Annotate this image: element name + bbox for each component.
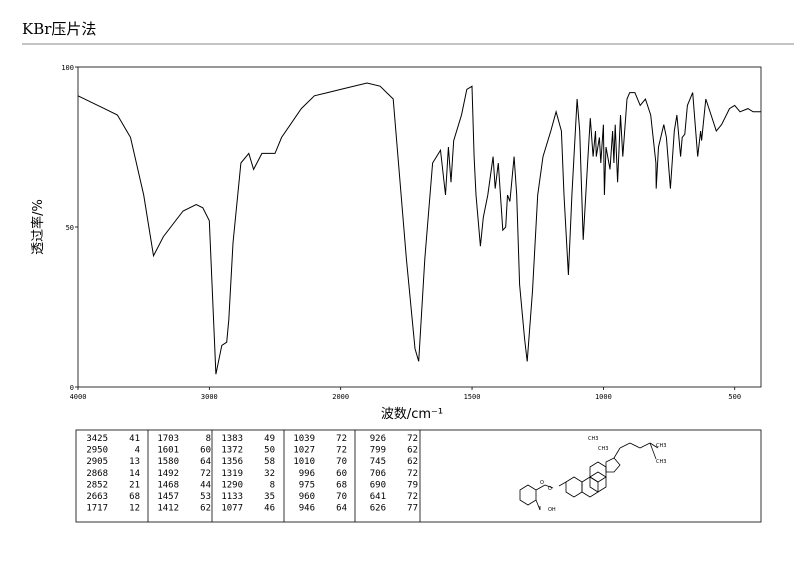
peak-transmittance: 32 (264, 469, 275, 479)
peak-transmittance: 62 (200, 504, 211, 514)
peak-transmittance: 21 (129, 480, 140, 490)
structure-label: CH3 (656, 443, 666, 449)
structure-label: OH (548, 507, 556, 513)
peak-wavenumber: 1372 (221, 446, 243, 456)
spectrum-line (77, 82, 761, 375)
peak-wavenumber: 626 (370, 504, 386, 514)
structure-label: CH3 (656, 459, 666, 465)
peak-transmittance: 49 (264, 434, 275, 444)
y-tick-label: 50 (66, 224, 74, 232)
peak-transmittance: 72 (200, 469, 211, 479)
peak-transmittance: 68 (129, 492, 140, 502)
peak-transmittance: 12 (129, 504, 140, 514)
peak-transmittance: 58 (264, 457, 275, 467)
peak-transmittance: 60 (200, 446, 211, 456)
peak-wavenumber: 960 (299, 492, 315, 502)
peak-transmittance: 64 (200, 457, 211, 467)
peak-transmittance: 64 (336, 504, 347, 514)
peak-transmittance: 41 (129, 434, 140, 444)
table-dividers (147, 430, 421, 522)
structure-label: CH3 (588, 436, 598, 442)
peak-wavenumber: 690 (370, 480, 386, 490)
peak-wavenumber: 2905 (86, 457, 108, 467)
x-tick-label: 1000 (595, 393, 612, 401)
peak-wavenumber: 1468 (157, 480, 179, 490)
peak-wavenumber: 975 (299, 480, 315, 490)
peak-transmittance: 60 (336, 469, 347, 479)
peak-wavenumber: 1039 (293, 434, 315, 444)
x-tick-label: 4000 (70, 393, 87, 401)
peak-transmittance: 8 (206, 434, 211, 444)
peak-wavenumber: 1717 (86, 504, 108, 514)
x-tick-label: 500 (728, 393, 741, 401)
peak-wavenumber: 706 (370, 469, 386, 479)
peak-transmittance: 72 (407, 434, 418, 444)
peak-wavenumber: 1580 (157, 457, 179, 467)
peak-transmittance: 77 (407, 504, 418, 514)
peak-wavenumber: 1319 (221, 469, 243, 479)
peak-wavenumber: 1077 (221, 504, 243, 514)
peak-wavenumber: 745 (370, 457, 386, 467)
peak-wavenumber: 946 (299, 504, 315, 514)
peak-wavenumber: 799 (370, 446, 386, 456)
peak-transmittance: 62 (407, 457, 418, 467)
peak-wavenumber: 1356 (221, 457, 243, 467)
y-tick-label: 0 (70, 384, 74, 392)
plot-frame (77, 66, 762, 388)
peak-transmittance: 4 (135, 446, 140, 456)
peak-wavenumber: 1383 (221, 434, 243, 444)
x-tick-label: 3000 (201, 393, 218, 401)
peak-wavenumber: 926 (370, 434, 386, 444)
peak-transmittance: 72 (407, 469, 418, 479)
peak-transmittance: 70 (336, 457, 347, 467)
structure-label: O (540, 480, 544, 486)
x-tick-label: 2000 (332, 393, 349, 401)
peak-wavenumber: 2852 (86, 480, 108, 490)
peak-transmittance: 50 (264, 446, 275, 456)
peak-transmittance: 72 (336, 446, 347, 456)
peak-transmittance: 13 (129, 457, 140, 467)
page-title: KBr压片法 (22, 20, 96, 38)
peak-transmittance: 14 (129, 469, 140, 479)
peak-wavenumber: 641 (370, 492, 386, 502)
peak-wavenumber: 1457 (157, 492, 179, 502)
peak-transmittance: 46 (264, 504, 275, 514)
peak-wavenumber: 1412 (157, 504, 179, 514)
structure-label: CH3 (598, 446, 608, 452)
peak-wavenumber: 1492 (157, 469, 179, 479)
peak-transmittance: 72 (336, 434, 347, 444)
x-tick-label: 1500 (464, 393, 481, 401)
structure-drawing (519, 442, 659, 511)
peak-wavenumber: 1133 (221, 492, 243, 502)
peak-transmittance: 35 (264, 492, 275, 502)
peak-transmittance: 68 (336, 480, 347, 490)
peak-wavenumber: 2663 (86, 492, 108, 502)
x-axis-label: 波数/cm⁻¹ (381, 407, 443, 422)
peak-wavenumber: 1290 (221, 480, 243, 490)
y-tick-label: 100 (61, 64, 74, 72)
peak-wavenumber: 1027 (293, 446, 315, 456)
peak-wavenumber: 1601 (157, 446, 179, 456)
peak-transmittance: 72 (407, 492, 418, 502)
peak-wavenumber: 3425 (86, 434, 108, 444)
peak-wavenumber: 1703 (157, 434, 179, 444)
peak-transmittance: 53 (200, 492, 211, 502)
peak-wavenumber: 2950 (86, 446, 108, 456)
table-frame (75, 429, 762, 523)
peak-transmittance: 79 (407, 480, 418, 490)
structure-label: O (548, 486, 552, 492)
peak-wavenumber: 996 (299, 469, 315, 479)
peak-transmittance: 62 (407, 446, 418, 456)
y-axis-label: 透过率/% (30, 199, 46, 255)
peak-wavenumber: 2868 (86, 469, 108, 479)
peak-wavenumber: 1010 (293, 457, 315, 467)
peak-transmittance: 70 (336, 492, 347, 502)
peak-transmittance: 8 (270, 480, 275, 490)
peak-transmittance: 44 (200, 480, 211, 490)
